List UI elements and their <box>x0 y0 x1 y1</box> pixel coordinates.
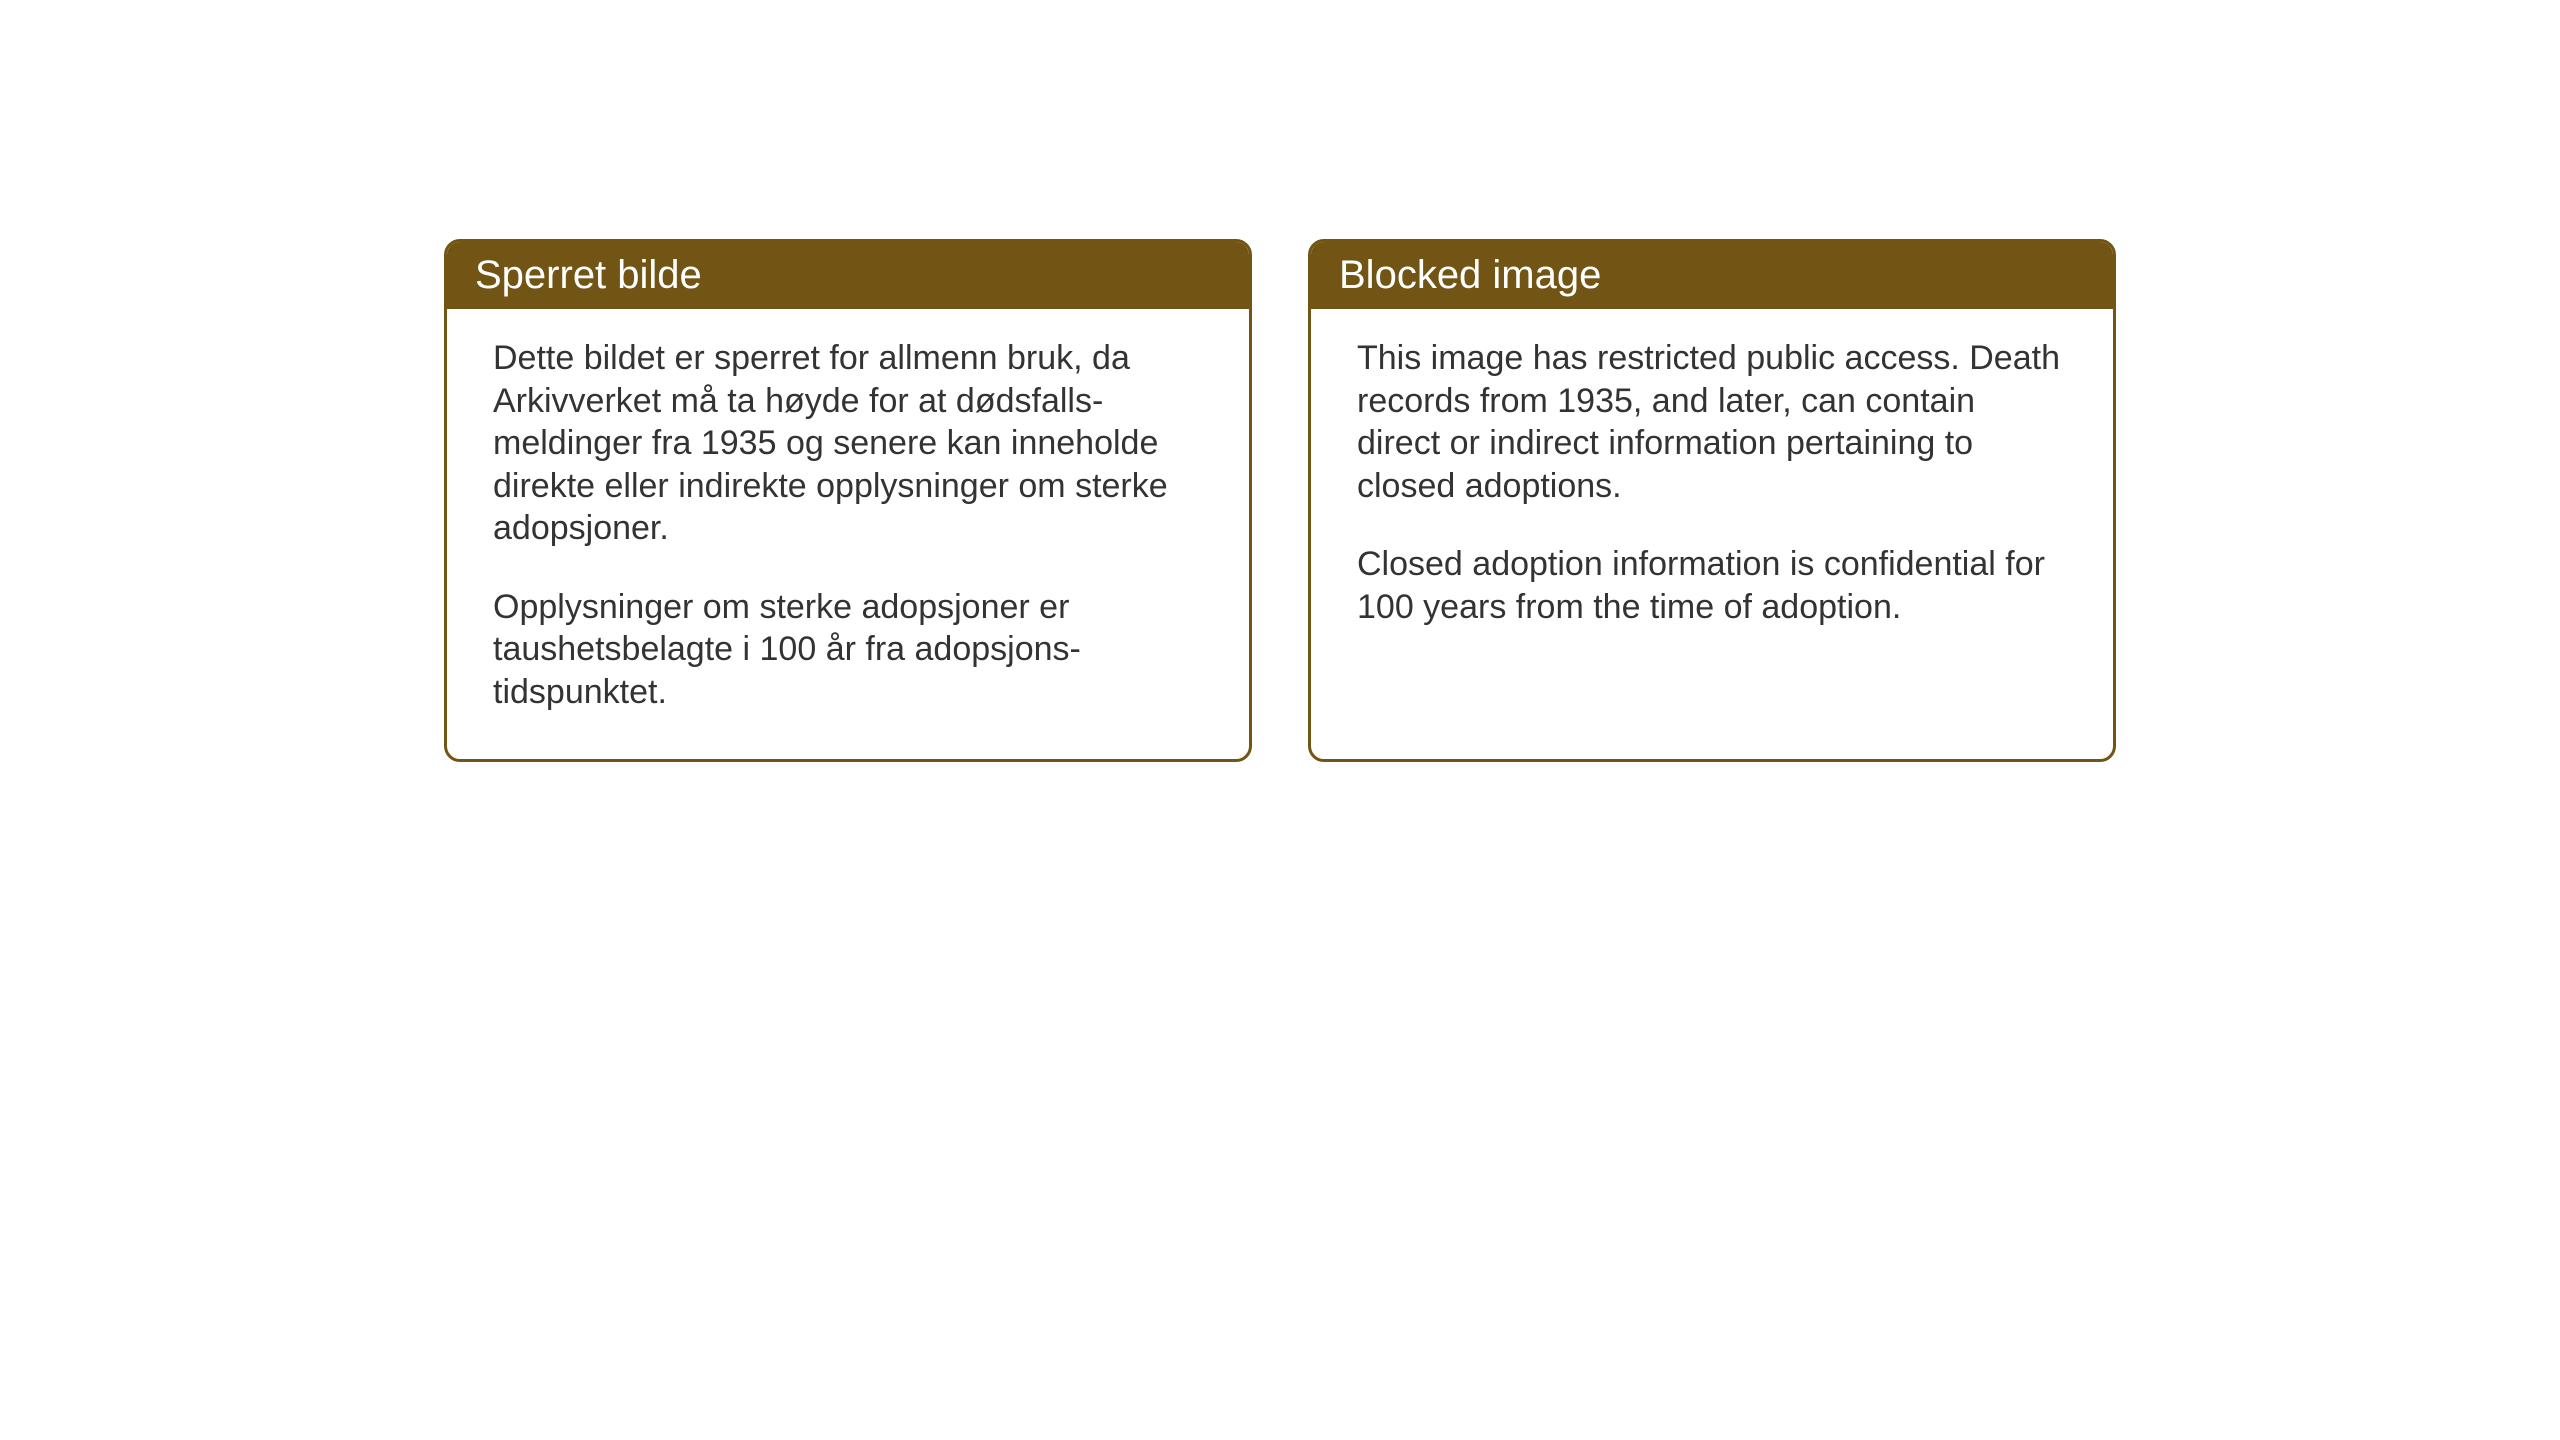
card-header-english: Blocked image <box>1311 242 2113 309</box>
card-paragraph-1-norwegian: Dette bildet er sperret for allmenn bruk… <box>493 337 1203 550</box>
notice-card-english: Blocked image This image has restricted … <box>1308 239 2116 762</box>
card-body-norwegian: Dette bildet er sperret for allmenn bruk… <box>447 309 1249 759</box>
card-paragraph-2-norwegian: Opplysninger om sterke adopsjoner er tau… <box>493 586 1203 714</box>
card-paragraph-2-english: Closed adoption information is confident… <box>1357 543 2067 628</box>
card-title-norwegian: Sperret bilde <box>475 253 702 297</box>
notice-cards-container: Sperret bilde Dette bildet er sperret fo… <box>444 239 2116 762</box>
card-body-english: This image has restricted public access.… <box>1311 309 2113 674</box>
notice-card-norwegian: Sperret bilde Dette bildet er sperret fo… <box>444 239 1252 762</box>
card-paragraph-1-english: This image has restricted public access.… <box>1357 337 2067 507</box>
card-header-norwegian: Sperret bilde <box>447 242 1249 309</box>
card-title-english: Blocked image <box>1339 253 1601 297</box>
